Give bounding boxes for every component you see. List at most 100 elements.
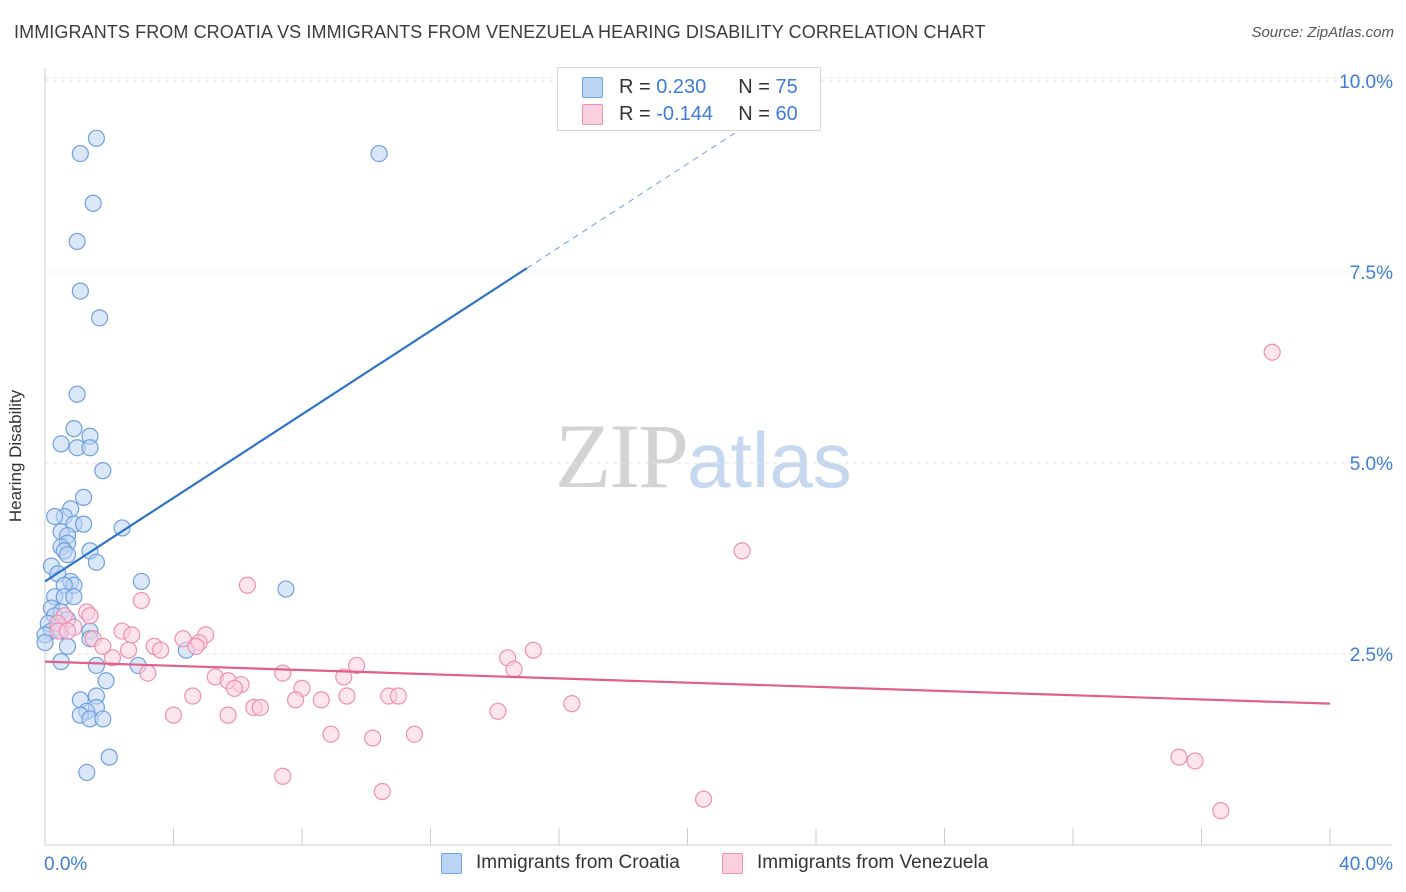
axes bbox=[44, 68, 1392, 846]
point-venezuela bbox=[524, 641, 542, 659]
point-venezuela bbox=[225, 679, 244, 697]
trend-lines bbox=[44, 104, 1331, 705]
legend-r-value-venezuela: -0.144 bbox=[656, 102, 713, 125]
point-venezuela bbox=[335, 668, 353, 686]
chart-source: Source: ZipAtlas.com bbox=[1251, 24, 1394, 41]
point-venezuela bbox=[489, 702, 507, 720]
point-venezuela bbox=[312, 691, 330, 709]
bottom-legend-label-croatia: Immigrants from Croatia bbox=[476, 852, 680, 873]
point-venezuela bbox=[184, 687, 202, 705]
point-croatia bbox=[87, 656, 106, 675]
point-venezuela bbox=[286, 691, 305, 709]
point-venezuela bbox=[274, 767, 292, 785]
chart-title: IMMIGRANTS FROM CROATIA VS IMMIGRANTS FR… bbox=[14, 22, 986, 42]
point-venezuela bbox=[405, 725, 424, 743]
point-venezuela bbox=[174, 630, 192, 648]
point-croatia bbox=[94, 462, 112, 480]
y-tick-label: 10.0% bbox=[1339, 72, 1393, 93]
point-venezuela bbox=[139, 664, 157, 682]
point-venezuela bbox=[238, 576, 256, 594]
point-venezuela bbox=[251, 698, 269, 717]
point-venezuela bbox=[694, 790, 713, 808]
point-venezuela bbox=[274, 664, 292, 682]
point-venezuela bbox=[389, 687, 407, 705]
point-croatia bbox=[100, 748, 118, 766]
point-croatia bbox=[78, 763, 96, 782]
watermark: ZIPatlas bbox=[555, 403, 852, 509]
legend-r-value-croatia: 0.230 bbox=[656, 75, 707, 98]
point-croatia bbox=[71, 282, 89, 300]
watermark-zip: ZIP bbox=[555, 405, 689, 507]
legend-n-label: N = bbox=[738, 75, 770, 98]
point-croatia bbox=[68, 232, 86, 251]
bottom-legend-venezuela: Immigrants from Venezuela bbox=[722, 852, 988, 874]
point-croatia bbox=[74, 488, 93, 506]
point-croatia bbox=[74, 515, 93, 533]
trend-croatia-extension bbox=[526, 104, 778, 269]
legend-n-value-venezuela: 60 bbox=[775, 102, 798, 125]
series-venezuela bbox=[49, 343, 1281, 820]
legend-r-label: R = bbox=[619, 102, 651, 125]
point-croatia bbox=[46, 507, 64, 526]
point-croatia bbox=[113, 519, 131, 537]
point-venezuela bbox=[123, 626, 141, 644]
x-tick-label-max: 40.0% bbox=[1339, 854, 1393, 875]
point-venezuela bbox=[733, 542, 751, 560]
point-venezuela bbox=[364, 729, 382, 747]
point-venezuela bbox=[164, 706, 183, 724]
legend-n-value-croatia: 75 bbox=[775, 75, 798, 98]
point-venezuela bbox=[322, 725, 340, 743]
point-croatia bbox=[87, 129, 106, 147]
point-venezuela bbox=[119, 641, 138, 659]
point-venezuela bbox=[348, 656, 366, 675]
legend-swatch-croatia bbox=[582, 76, 603, 98]
point-croatia bbox=[132, 572, 150, 591]
point-venezuela bbox=[1263, 343, 1281, 361]
point-croatia bbox=[94, 710, 112, 728]
point-croatia bbox=[97, 672, 115, 690]
point-venezuela bbox=[505, 660, 523, 678]
y-tick-label: 7.5% bbox=[1350, 263, 1393, 284]
legend-n-label: N = bbox=[738, 102, 770, 125]
point-venezuela bbox=[132, 591, 150, 610]
point-croatia bbox=[65, 420, 83, 438]
point-croatia bbox=[277, 580, 295, 598]
tick-labels: 2.5% 5.0% 7.5% 10.0% 0.0% 40.0% bbox=[44, 72, 1393, 875]
point-croatia bbox=[36, 633, 54, 652]
point-venezuela bbox=[338, 687, 356, 705]
y-tick-label: 2.5% bbox=[1350, 645, 1393, 666]
y-tick-label: 5.0% bbox=[1350, 454, 1393, 475]
point-croatia bbox=[71, 144, 89, 163]
point-venezuela bbox=[1186, 752, 1204, 770]
legend-row-venezuela: R = -0.144 N = 60 bbox=[582, 102, 798, 126]
point-croatia bbox=[91, 309, 109, 327]
point-venezuela bbox=[219, 706, 237, 724]
point-croatia bbox=[65, 588, 83, 606]
point-venezuela bbox=[94, 637, 112, 655]
legend-r-label: R = bbox=[619, 75, 651, 98]
grid-lines bbox=[45, 77, 1392, 655]
point-croatia bbox=[68, 385, 86, 403]
x-tick-label-min: 0.0% bbox=[44, 854, 87, 875]
point-croatia bbox=[370, 144, 388, 163]
legend-row-croatia: R = 0.230 N = 75 bbox=[582, 75, 798, 99]
bottom-legend-croatia: Immigrants from Croatia bbox=[441, 852, 680, 874]
point-croatia bbox=[52, 435, 70, 453]
point-venezuela bbox=[1170, 748, 1188, 766]
bottom-legend-swatch-croatia bbox=[441, 852, 462, 874]
point-croatia bbox=[84, 194, 102, 212]
point-croatia bbox=[87, 553, 106, 571]
bottom-legend-swatch-venezuela bbox=[722, 852, 743, 874]
point-venezuela bbox=[103, 649, 122, 667]
point-venezuela bbox=[1212, 802, 1230, 820]
watermark-atlas: atlas bbox=[687, 416, 852, 504]
point-venezuela bbox=[563, 695, 581, 713]
point-croatia bbox=[58, 637, 77, 655]
correlation-legend: R = 0.230 N = 75 R = -0.144 N = 60 bbox=[557, 67, 821, 131]
trend-venezuela bbox=[44, 660, 1331, 705]
point-croatia bbox=[81, 439, 99, 457]
point-venezuela bbox=[81, 607, 99, 625]
point-venezuela bbox=[58, 622, 77, 640]
trend-croatia bbox=[44, 267, 528, 583]
